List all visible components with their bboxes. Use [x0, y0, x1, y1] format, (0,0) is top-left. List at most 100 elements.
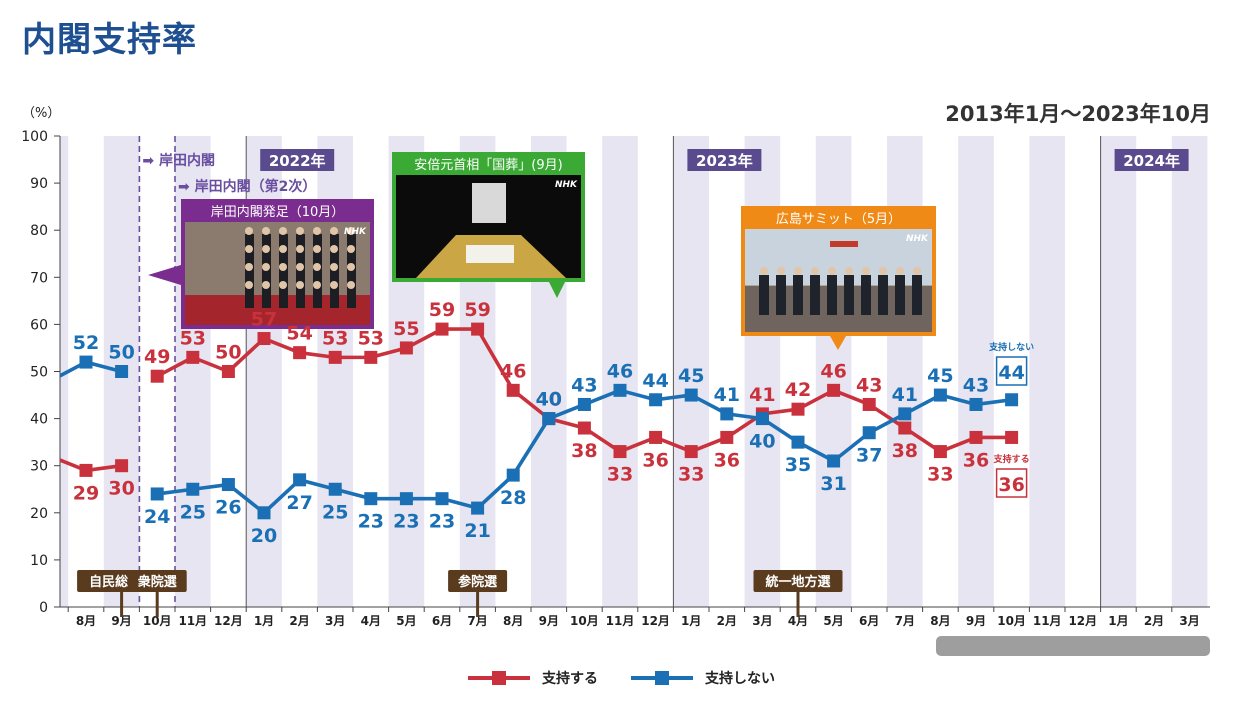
- series-lines: [60, 322, 1019, 520]
- summit-photo-head: [777, 267, 785, 275]
- x-tick-label: 6月: [432, 614, 452, 628]
- cabinet-photo-head: [330, 227, 338, 235]
- x-tick-label: 2月: [717, 614, 737, 628]
- support-point: [506, 383, 520, 397]
- cabinet-photo-person: [296, 252, 305, 272]
- support-point: [933, 445, 947, 459]
- nonsupport-point: [649, 393, 663, 407]
- support-data-label: 33: [927, 464, 953, 486]
- support-data-label: 43: [856, 374, 882, 396]
- x-tick-label: 1月: [254, 614, 274, 628]
- latest-callouts: 支持しない 44 支持する 36: [988, 341, 1034, 498]
- support-point: [1005, 430, 1019, 444]
- legend-item-support: 支持する: [468, 666, 598, 690]
- cabinet-photo-person: [347, 270, 356, 290]
- summit-photo-person: [827, 275, 837, 315]
- support-data-label: 36: [642, 449, 668, 471]
- nhk-watermark: NHK: [906, 234, 929, 244]
- support-data-label: 55: [393, 318, 419, 340]
- horizontal-scrollbar[interactable]: [936, 636, 1210, 656]
- cabinet-photo-head: [279, 227, 287, 235]
- month-band: [1029, 136, 1065, 607]
- event-title: 岸田内閣発足（10月）: [211, 204, 345, 220]
- cabinet-photo-person: [347, 288, 356, 308]
- cabinet-photo-head: [296, 263, 304, 271]
- nonsupport-data-label: 25: [180, 501, 206, 523]
- x-tick-label: 1月: [681, 614, 701, 628]
- nonsupport-point: [115, 365, 129, 378]
- cabinet-photo-person: [313, 288, 322, 308]
- cabinet-photo-carpet: [185, 295, 370, 325]
- cabinet-photo-person: [245, 234, 254, 254]
- nonsupport-point: [506, 468, 520, 482]
- cabinet-photo-head: [347, 245, 355, 253]
- latest-caption: 支持する: [993, 453, 1030, 465]
- cabinet-photo-head: [313, 281, 321, 289]
- support-point: [613, 445, 627, 459]
- nonsupport-data-label: 23: [358, 511, 384, 533]
- cabinet-photo-head: [245, 263, 253, 271]
- election-label-bg: [448, 570, 508, 592]
- latest-callout-support: 支持する 36: [993, 453, 1030, 498]
- x-tick-label: 9月: [966, 614, 986, 628]
- summit-photo-person: [810, 275, 820, 315]
- event-title: 広島サミット（5月）: [776, 212, 901, 227]
- cabinet-photo-person: [279, 234, 288, 254]
- summit-photo-head: [828, 267, 836, 275]
- cabinet-photo-person: [262, 270, 271, 290]
- nonsupport-point: [862, 426, 876, 440]
- cabinet-photo-head: [279, 263, 287, 271]
- cabinet-photo-head: [330, 245, 338, 253]
- x-tick-label: 7月: [467, 614, 487, 628]
- y-tick-label: 100: [21, 129, 48, 145]
- summit-photo-person: [793, 275, 803, 315]
- support-point: [435, 322, 449, 336]
- nonsupport-data-label: 21: [464, 520, 490, 542]
- cabinet-photo-person: [313, 252, 322, 272]
- summit-photo-person: [878, 275, 888, 315]
- election-label: 統一地方選: [765, 574, 830, 590]
- latest-box: [995, 468, 1028, 498]
- cabinet-photo-person: [279, 270, 288, 290]
- nonsupport-data-label: 37: [856, 445, 882, 467]
- x-tick-label: 8月: [76, 614, 96, 628]
- nonsupport-point: [150, 487, 164, 501]
- nonsupport-data-label: 25: [322, 501, 348, 523]
- support-point: [115, 459, 129, 473]
- support-data-label: 42: [785, 379, 811, 401]
- nonsupport-point: [1005, 393, 1019, 407]
- summit-photo-head: [794, 267, 802, 275]
- x-tick-label: 2月: [289, 614, 309, 628]
- cabinet-photo-head: [347, 227, 355, 235]
- nonsupport-point: [257, 506, 271, 520]
- nonsupport-data-label: 45: [927, 365, 953, 387]
- support-data-label: 59: [429, 299, 455, 321]
- cabinet-photo-head: [296, 245, 304, 253]
- cabinet-photo-person: [262, 234, 271, 254]
- support-data-label: 33: [607, 464, 633, 486]
- nonsupport-data-label: 23: [393, 511, 419, 533]
- event-callout: 岸田内閣発足（10月） NHK: [148, 199, 374, 329]
- x-tick-label: 3月: [752, 614, 772, 628]
- latest-value: 36: [998, 474, 1024, 496]
- nonsupport-point: [328, 482, 342, 496]
- y-tick-label: 70: [30, 270, 48, 286]
- nonsupport-data-label: 43: [963, 374, 989, 396]
- x-tick-label: 12月: [641, 614, 670, 628]
- legend-item-nonsupport: 支持しない: [631, 666, 775, 690]
- nhk-watermark: NHK: [344, 227, 367, 237]
- year-label-bg: [687, 149, 762, 171]
- support-point: [364, 350, 378, 364]
- nonsupport-data-label: 44: [642, 370, 668, 392]
- support-data-label: 53: [180, 327, 206, 349]
- nonsupport-point: [542, 412, 556, 426]
- cabinet-photo-person: [296, 234, 305, 254]
- cabinet-photo-head: [347, 263, 355, 271]
- x-tick-label: 4月: [788, 614, 808, 628]
- x-tick-label: 9月: [539, 614, 559, 628]
- nonsupport-point: [898, 407, 912, 421]
- cabinet-photo-head: [262, 281, 270, 289]
- year-label-bg: [260, 149, 335, 171]
- event-pointer: [830, 336, 846, 350]
- support-data-label: 36: [714, 449, 740, 471]
